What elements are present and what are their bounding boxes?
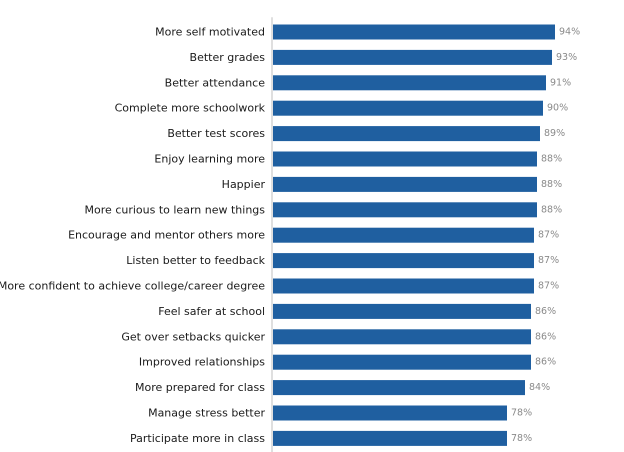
value-label: 87% bbox=[538, 255, 559, 266]
bar bbox=[273, 151, 537, 167]
value-label: 78% bbox=[511, 408, 532, 419]
category-labels-group: More self motivated Better grades Better a… bbox=[0, 26, 266, 445]
value-label: 86% bbox=[535, 306, 556, 317]
bars-group bbox=[273, 24, 555, 446]
bar bbox=[273, 430, 507, 446]
category-label: Better attendance bbox=[165, 76, 266, 89]
bar bbox=[273, 354, 531, 370]
value-label: 89% bbox=[544, 128, 565, 139]
category-label: Better grades bbox=[190, 51, 266, 64]
bar bbox=[273, 202, 537, 218]
value-label: 93% bbox=[556, 52, 577, 63]
value-label: 87% bbox=[538, 230, 559, 241]
value-label: 91% bbox=[550, 77, 571, 88]
bar bbox=[273, 126, 540, 142]
bar bbox=[273, 405, 507, 421]
value-label: 78% bbox=[511, 433, 532, 444]
bar bbox=[273, 380, 525, 396]
category-label: More curious to learn new things bbox=[85, 203, 266, 216]
bar bbox=[273, 24, 555, 40]
value-label: 86% bbox=[535, 331, 556, 342]
bar bbox=[273, 303, 531, 319]
value-label: 86% bbox=[535, 357, 556, 368]
category-label: Enjoy learning more bbox=[154, 153, 265, 166]
category-label: More confident to achieve college/career… bbox=[0, 280, 265, 293]
category-label: Complete more schoolwork bbox=[115, 102, 266, 115]
value-label: 88% bbox=[541, 179, 562, 190]
bar bbox=[273, 227, 534, 243]
category-label: Better test scores bbox=[167, 127, 265, 140]
category-label: Get over setbacks quicker bbox=[121, 330, 265, 343]
category-label: More self motivated bbox=[155, 26, 265, 39]
category-label: Feel safer at school bbox=[158, 305, 265, 318]
category-label: Participate more in class bbox=[130, 432, 265, 445]
value-label: 94% bbox=[559, 27, 580, 38]
value-label: 88% bbox=[541, 204, 562, 215]
bar bbox=[273, 278, 534, 294]
bar bbox=[273, 100, 543, 116]
bar bbox=[273, 253, 534, 269]
category-label: More prepared for class bbox=[135, 381, 265, 394]
category-label: Listen better to feedback bbox=[126, 254, 265, 267]
value-labels-group: 94% 93% 91% 90% 89% 88% 88% 88% 87% 87% 87% 86% 86% 8… bbox=[511, 27, 580, 444]
value-label: 84% bbox=[529, 382, 550, 393]
category-label: Encourage and mentor others more bbox=[68, 229, 265, 242]
bar bbox=[273, 329, 531, 345]
bar bbox=[273, 176, 537, 192]
bar bbox=[273, 75, 546, 91]
value-label: 88% bbox=[541, 154, 562, 165]
category-label: Manage stress better bbox=[148, 407, 265, 420]
value-label: 87% bbox=[538, 281, 559, 292]
bar bbox=[273, 49, 552, 65]
value-label: 90% bbox=[547, 103, 568, 114]
category-label: Improved relationships bbox=[139, 356, 265, 369]
category-label: Happier bbox=[222, 178, 266, 191]
